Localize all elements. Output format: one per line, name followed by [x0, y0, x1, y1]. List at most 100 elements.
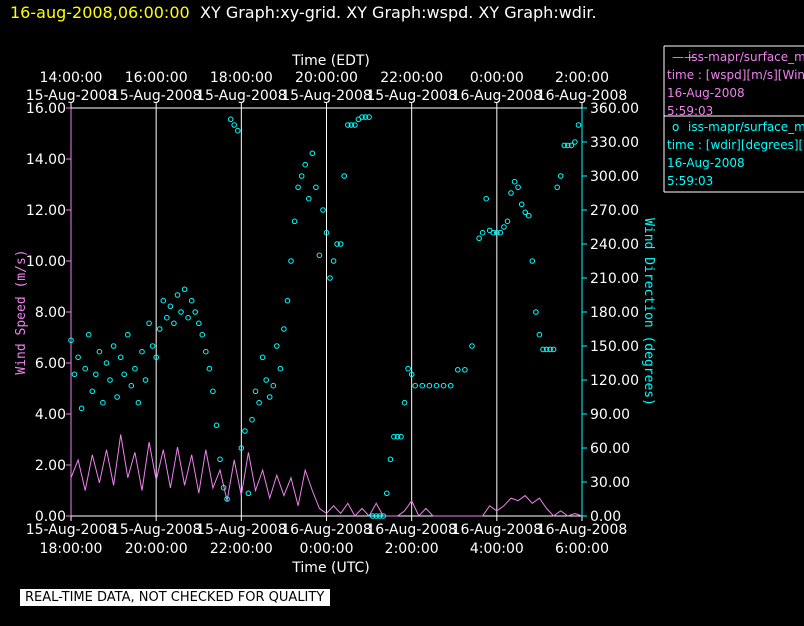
wind-direction-point	[171, 320, 177, 327]
wind-direction-point	[284, 297, 291, 304]
right-tick-label: 210.00	[590, 271, 639, 287]
bottom-tick-time: 22:00:00	[210, 541, 273, 557]
bottom-axis-title: Time (UTC)	[291, 560, 369, 576]
wind-direction-point	[153, 354, 159, 361]
left-tick-label: 0.00	[35, 509, 66, 525]
wind-direction-point	[330, 258, 337, 264]
wind-direction-point	[125, 331, 131, 338]
legend-series-desc: time : [wdir][degrees][W	[667, 138, 804, 152]
wind-direction-point	[277, 365, 284, 372]
wind-direction-point	[103, 360, 110, 366]
left-tick-label: 8.00	[35, 305, 66, 321]
left-axis-title: Wind Speed (m/s)	[14, 249, 29, 374]
wind-direction-point	[93, 371, 99, 378]
wind-direction-point	[75, 354, 81, 361]
top-tick-time: 22:00:00	[380, 70, 443, 86]
bottom-tick-time: 6:00:00	[555, 541, 609, 557]
bottom-tick-time: 2:00:00	[385, 541, 439, 557]
wind-direction-point	[181, 286, 188, 293]
wind-direction-point	[68, 337, 74, 344]
wind-direction-point	[213, 422, 220, 429]
wind-direction-point	[259, 354, 266, 361]
wind-direction-point	[96, 348, 103, 355]
right-tick-label: 180.00	[590, 305, 639, 321]
wind-direction-point	[309, 150, 316, 157]
wind-direction-point	[128, 382, 135, 389]
wind-direction-point	[533, 309, 539, 315]
wind-direction-point	[85, 331, 92, 338]
wind-direction-point	[376, 513, 383, 519]
bottom-tick-time: 18:00:00	[40, 541, 103, 557]
wind-direction-point	[252, 388, 259, 395]
wind-direction-point	[469, 343, 475, 349]
right-tick-label: 90.00	[590, 407, 630, 423]
wind-direction-point	[295, 184, 301, 191]
wind-direction-point	[419, 382, 426, 389]
top-tick-time: 14:00:00	[40, 70, 103, 86]
wind-direction-point	[366, 114, 372, 120]
header-datetime: 16-aug-2008,06:00:00	[10, 3, 190, 22]
left-tick-label: 4.00	[35, 407, 66, 423]
wind-direction-point	[288, 258, 294, 264]
wind-direction-point	[455, 367, 461, 373]
top-tick-date: 16-Aug-2008	[452, 88, 543, 104]
wind-direction-point	[352, 122, 358, 128]
bottom-tick-date: 16-Aug-2008	[452, 522, 543, 538]
top-tick-time: 18:00:00	[210, 70, 273, 86]
wind-direction-point	[320, 207, 326, 213]
wind-direction-point	[462, 367, 468, 373]
wind-direction-point	[337, 241, 344, 247]
wind-direction-point	[323, 229, 330, 236]
wind-direction-point	[426, 382, 433, 389]
wind-direction-point	[199, 331, 206, 338]
wind-direction-point	[217, 456, 223, 463]
wind-direction-point	[135, 399, 142, 406]
bottom-tick-time: 20:00:00	[125, 541, 188, 557]
wind-speed-series	[70, 434, 583, 517]
axes: 15-Aug-2008 18:00:00 15-Aug-2008 20:00:00 15…	[26, 70, 639, 557]
top-tick-date: 16-Aug-2008	[537, 88, 628, 104]
top-tick-date: 15-Aug-2008	[281, 88, 372, 104]
wind-direction-point	[550, 346, 557, 353]
wind-speed-line	[70, 434, 583, 517]
left-tick-label: 2.00	[35, 458, 66, 474]
wind-direction-point	[274, 343, 280, 349]
wind-direction-point	[146, 320, 152, 327]
left-tick-label: 10.00	[26, 254, 66, 270]
wind-direction-point	[220, 484, 227, 491]
wind-direction-point	[231, 122, 237, 128]
wind-direction-point	[529, 258, 536, 264]
wind-direction-point	[518, 201, 525, 208]
wind-direction-point	[476, 235, 482, 242]
wind-direction-point	[245, 490, 252, 497]
wind-direction-point	[387, 456, 394, 463]
bottom-tick-date: 16-Aug-2008	[366, 522, 457, 538]
wind-direction-point	[313, 184, 319, 191]
wind-direction-point	[174, 292, 181, 298]
wind-direction-point	[494, 229, 500, 236]
right-tick-label: 60.00	[590, 441, 630, 457]
wind-direction-point	[224, 496, 230, 502]
right-tick-label: 0.00	[590, 509, 621, 525]
wind-direction-point	[281, 326, 287, 332]
right-tick-label: 240.00	[590, 237, 639, 253]
wind-direction-point	[398, 433, 404, 440]
legend-series-time: 5:59:03	[667, 104, 713, 118]
wind-direction-point	[306, 195, 312, 202]
bottom-tick-date: 15-Aug-2008	[26, 522, 117, 538]
wind-direction-point	[210, 388, 216, 395]
wind-direction-point	[501, 224, 507, 230]
wind-direction-point	[369, 513, 376, 519]
left-tick-label: 6.00	[35, 356, 66, 372]
wind-direction-point	[238, 445, 245, 451]
wind-direction-point	[164, 314, 170, 321]
wind-direction-point	[149, 343, 156, 349]
wind-direction-point	[316, 252, 323, 259]
wind-direction-point	[412, 382, 419, 389]
wind-direction-point	[572, 139, 578, 145]
right-tick-label: 120.00	[590, 373, 639, 389]
wind-direction-point	[178, 309, 184, 315]
top-tick-date: 15-Aug-2008	[26, 88, 117, 104]
wind-direction-point	[359, 114, 365, 120]
